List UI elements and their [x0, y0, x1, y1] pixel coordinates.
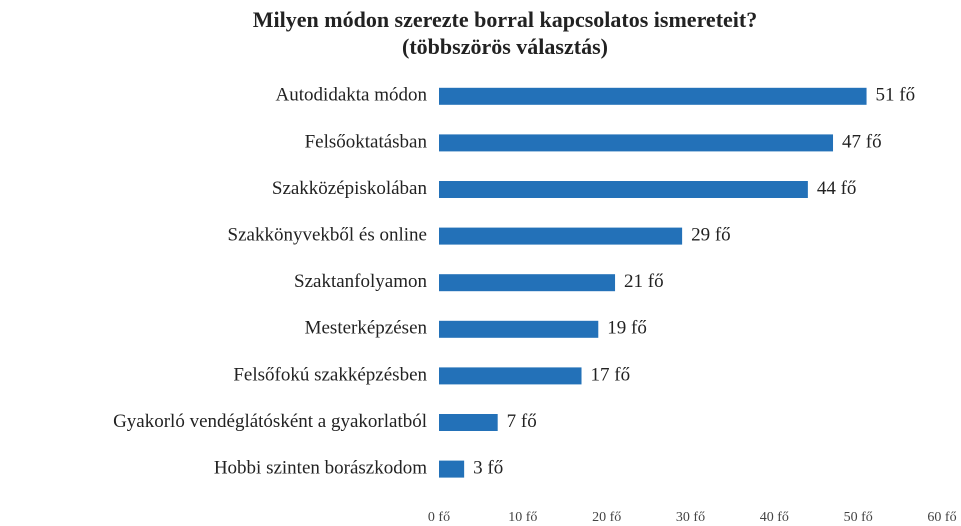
x-tick-label: 50 fő — [844, 510, 873, 525]
bar — [439, 134, 834, 152]
bar — [439, 227, 683, 245]
x-tick-label: 30 fő — [676, 510, 705, 525]
x-tick-label: 40 fő — [760, 510, 789, 525]
bar — [439, 367, 582, 385]
value-label: 51 fő — [876, 85, 916, 106]
y-tick-label: Szaktanfolyamon — [294, 271, 427, 292]
value-label: 17 fő — [591, 364, 631, 385]
bar — [439, 414, 498, 431]
value-label: 7 fő — [507, 411, 537, 432]
bar — [439, 460, 465, 478]
y-tick-label: Hobbi szinten borászkodom — [214, 457, 427, 478]
y-tick-label: Autodidakta módon — [276, 85, 428, 106]
chart-title: Milyen módon szerezte borral kapcsolatos… — [253, 7, 757, 32]
value-label: 3 fő — [473, 457, 503, 478]
x-tick-label: 0 fő — [428, 510, 450, 525]
y-tick-label: Szakközépiskolában — [272, 178, 428, 199]
bar — [439, 87, 867, 105]
bar — [439, 320, 599, 338]
y-tick-label: Mesterképzésen — [305, 318, 428, 339]
y-tick-label: Felsőoktatásban — [305, 131, 428, 152]
chart-subtitle: (többszörös választás) — [402, 34, 608, 59]
x-tick-label: 10 fő — [508, 510, 537, 525]
value-label: 29 fő — [691, 224, 731, 245]
bar — [439, 181, 808, 198]
y-tick-label: Gyakorló vendéglátósként a gyakorlatból — [113, 411, 427, 432]
x-tick-label: 20 fő — [592, 510, 621, 525]
y-tick-label: Felsőfokú szakképzésben — [233, 364, 427, 385]
value-label: 44 fő — [817, 178, 857, 199]
value-label: 19 fő — [607, 318, 647, 339]
y-tick-label: Szakkönyvekből és online — [228, 224, 427, 245]
x-tick-label: 60 fő — [927, 510, 956, 525]
value-label: 47 fő — [842, 131, 882, 152]
value-label: 21 fő — [624, 271, 664, 292]
bar — [439, 274, 616, 292]
